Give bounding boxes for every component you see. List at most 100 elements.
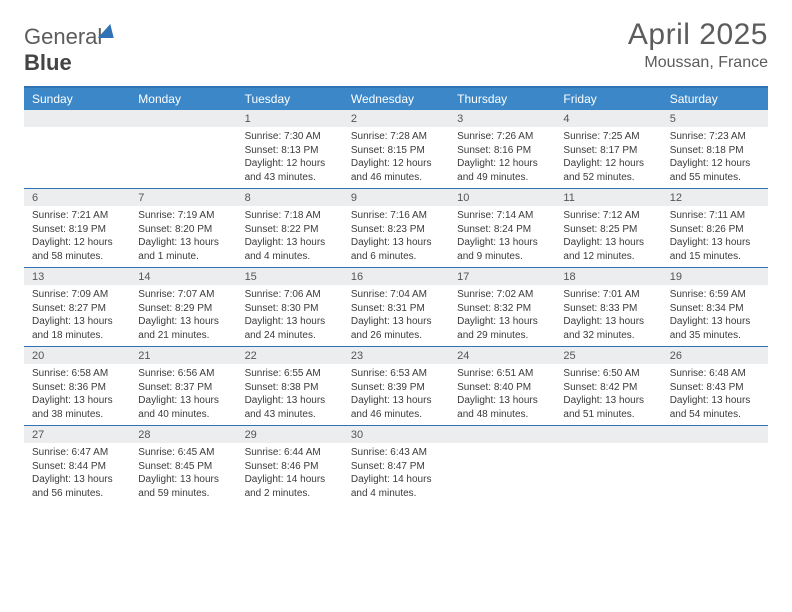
daynum-row: 30	[343, 426, 449, 443]
sunrise-text: Sunrise: 7:04 AM	[351, 288, 441, 302]
sunset-text: Sunset: 8:46 PM	[245, 460, 335, 474]
location: Moussan, France	[628, 54, 768, 72]
calendar-cell: 25Sunrise: 6:50 AMSunset: 8:42 PMDayligh…	[555, 347, 661, 425]
day-number: 26	[662, 347, 768, 364]
sunset-text: Sunset: 8:43 PM	[670, 381, 760, 395]
daylight-text: Daylight: 13 hours and 9 minutes.	[457, 236, 547, 263]
sunrise-text: Sunrise: 7:11 AM	[670, 209, 760, 223]
day-number: 25	[555, 347, 661, 364]
sunset-text: Sunset: 8:45 PM	[138, 460, 228, 474]
calendar-cell: 18Sunrise: 7:01 AMSunset: 8:33 PMDayligh…	[555, 268, 661, 346]
week-row: 13Sunrise: 7:09 AMSunset: 8:27 PMDayligh…	[24, 267, 768, 346]
sunset-text: Sunset: 8:31 PM	[351, 302, 441, 316]
header: General Blue April 2025 Moussan, France	[24, 18, 768, 76]
sunset-text: Sunset: 8:30 PM	[245, 302, 335, 316]
day-number: 28	[130, 426, 236, 443]
week-row: ··1Sunrise: 7:30 AMSunset: 8:13 PMDaylig…	[24, 110, 768, 188]
header-monday: Monday	[130, 88, 236, 110]
month-title: April 2025	[628, 18, 768, 52]
calendar-cell: 10Sunrise: 7:14 AMSunset: 8:24 PMDayligh…	[449, 189, 555, 267]
sunrise-text: Sunrise: 6:53 AM	[351, 367, 441, 381]
sunrise-text: Sunrise: 7:21 AM	[32, 209, 122, 223]
calendar-cell: 29 Sunrise: 6:44 AMSunset: 8:46 PMDayligh…	[237, 426, 343, 504]
daynum-row: 4	[555, 110, 661, 127]
daynum-row: 23	[343, 347, 449, 364]
daylight-text: Daylight: 14 hours and 2 minutes.	[245, 473, 335, 500]
calendar-cell: 1Sunrise: 7:30 AMSunset: 8:13 PMDaylight…	[237, 110, 343, 188]
daylight-text: Daylight: 12 hours and 49 minutes.	[457, 157, 547, 184]
daynum-row: 3	[449, 110, 555, 127]
calendar-cell: 15Sunrise: 7:06 AMSunset: 8:30 PMDayligh…	[237, 268, 343, 346]
daynum-row: 9	[343, 189, 449, 206]
daynum-row: 21	[130, 347, 236, 364]
day-details: Sunrise: 7:26 AMSunset: 8:16 PMDaylight:…	[449, 127, 555, 188]
day-details: Sunrise: 7:28 AMSunset: 8:15 PMDaylight:…	[343, 127, 449, 188]
day-details: Sunrise: 7:23 AMSunset: 8:18 PMDaylight:…	[662, 127, 768, 188]
sunrise-text: Sunrise: 6:55 AM	[245, 367, 335, 381]
sunrise-text: Sunrise: 7:28 AM	[351, 130, 441, 144]
daylight-text: Daylight: 13 hours and 38 minutes.	[32, 394, 122, 421]
sunset-text: Sunset: 8:33 PM	[563, 302, 653, 316]
daylight-text: Daylight: 13 hours and 18 minutes.	[32, 315, 122, 342]
sunset-text: Sunset: 8:36 PM	[32, 381, 122, 395]
day-details: Sunrise: 7:09 AMSunset: 8:27 PMDaylight:…	[24, 285, 130, 346]
calendar-cell: ·	[662, 426, 768, 504]
sunset-text: Sunset: 8:42 PM	[563, 381, 653, 395]
day-details: Sunrise: 6:59 AMSunset: 8:34 PMDaylight:…	[662, 285, 768, 346]
daylight-text: Daylight: 12 hours and 46 minutes.	[351, 157, 441, 184]
header-tuesday: Tuesday	[237, 88, 343, 110]
calendar-cell: 5Sunrise: 7:23 AMSunset: 8:18 PMDaylight…	[662, 110, 768, 188]
sunset-text: Sunset: 8:29 PM	[138, 302, 228, 316]
sunset-text: Sunset: 8:32 PM	[457, 302, 547, 316]
daylight-text: Daylight: 12 hours and 55 minutes.	[670, 157, 760, 184]
calendar-cell: 22 Sunrise: 6:55 AMSunset: 8:38 PMDayligh…	[237, 347, 343, 425]
header-saturday: Saturday	[662, 88, 768, 110]
daynum-row: 12	[662, 189, 768, 206]
page: General Blue April 2025 Moussan, France …	[0, 0, 792, 504]
day-number: 21	[130, 347, 236, 364]
daynum-row: 5	[662, 110, 768, 127]
day-details: Sunrise: 6:51 AMSunset: 8:40 PMDaylight:…	[449, 364, 555, 425]
sunset-text: Sunset: 8:15 PM	[351, 144, 441, 158]
daynum-row: 22	[237, 347, 343, 364]
sunrise-text: Sunrise: 6:44 AM	[245, 446, 335, 460]
daylight-text: Daylight: 13 hours and 54 minutes.	[670, 394, 760, 421]
day-details: Sunrise: 6:56 AMSunset: 8:37 PMDaylight:…	[130, 364, 236, 425]
sunrise-text: Sunrise: 7:02 AM	[457, 288, 547, 302]
header-wednesday: Wednesday	[343, 88, 449, 110]
sunset-text: Sunset: 8:38 PM	[245, 381, 335, 395]
day-details: Sunrise: 6:50 AMSunset: 8:42 PMDaylight:…	[555, 364, 661, 425]
sunrise-text: Sunrise: 6:45 AM	[138, 446, 228, 460]
day-number: 22	[237, 347, 343, 364]
sunrise-text: Sunrise: 6:50 AM	[563, 367, 653, 381]
calendar-cell: 21Sunrise: 6:56 AMSunset: 8:37 PMDayligh…	[130, 347, 236, 425]
calendar-cell: ·	[449, 426, 555, 504]
sunset-text: Sunset: 8:24 PM	[457, 223, 547, 237]
daynum-row: 13	[24, 268, 130, 285]
calendar-cell: 14Sunrise: 7:07 AMSunset: 8:29 PMDayligh…	[130, 268, 236, 346]
calendar-cell: 12Sunrise: 7:11 AMSunset: 8:26 PMDayligh…	[662, 189, 768, 267]
day-number: 19	[662, 268, 768, 285]
day-details: Sunrise: 6:53 AMSunset: 8:39 PMDaylight:…	[343, 364, 449, 425]
day-number: 27	[24, 426, 130, 443]
daynum-row: 14	[130, 268, 236, 285]
daylight-text: Daylight: 13 hours and 6 minutes.	[351, 236, 441, 263]
calendar-cell: 30Sunrise: 6:43 AMSunset: 8:47 PMDayligh…	[343, 426, 449, 504]
header-friday: Friday	[555, 88, 661, 110]
daylight-text: Daylight: 13 hours and 35 minutes.	[670, 315, 760, 342]
day-number: 9	[343, 189, 449, 206]
day-details: Sunrise: 7:21 AMSunset: 8:19 PMDaylight:…	[24, 206, 130, 267]
sunrise-text: Sunrise: 7:07 AM	[138, 288, 228, 302]
logo: General Blue	[24, 18, 118, 76]
daynum-row: 29	[237, 426, 343, 443]
daylight-text: Daylight: 13 hours and 48 minutes.	[457, 394, 547, 421]
daylight-text: Daylight: 13 hours and 43 minutes.	[245, 394, 335, 421]
day-number: 8	[237, 189, 343, 206]
logo-text: General Blue	[24, 24, 118, 76]
daynum-row: 19	[662, 268, 768, 285]
sunset-text: Sunset: 8:39 PM	[351, 381, 441, 395]
daylight-text: Daylight: 12 hours and 58 minutes.	[32, 236, 122, 263]
daynum-row: ·	[130, 110, 236, 127]
sunset-text: Sunset: 8:13 PM	[245, 144, 335, 158]
daylight-text: Daylight: 13 hours and 15 minutes.	[670, 236, 760, 263]
